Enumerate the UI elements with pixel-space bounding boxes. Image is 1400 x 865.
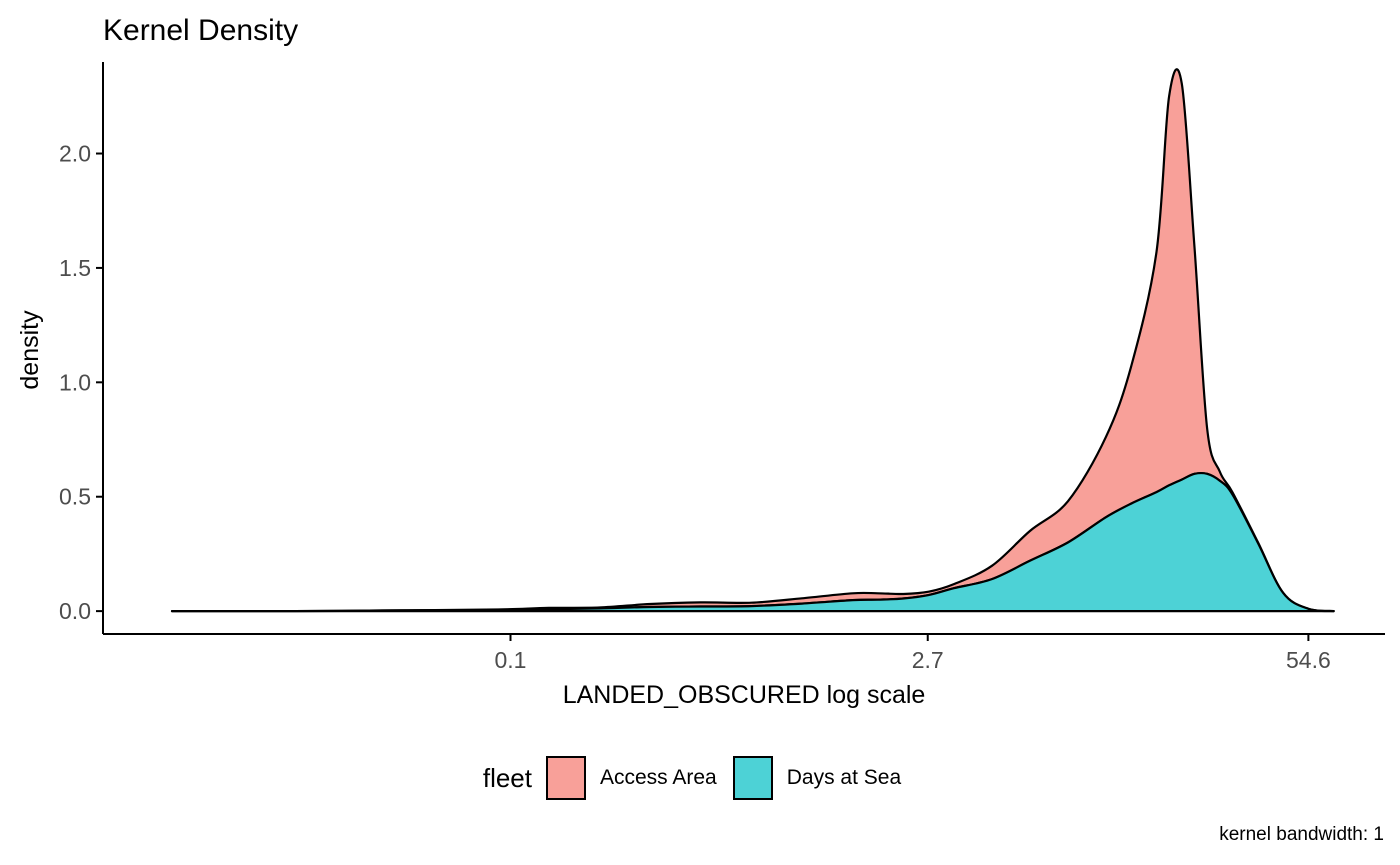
legend-key-days-at-sea xyxy=(732,756,773,800)
y-tick-label: 0.0 xyxy=(59,598,91,624)
legend-key-access-area xyxy=(546,756,586,800)
legend-label-days-at-sea: Days at Sea xyxy=(786,766,902,789)
y-tick-label: 1.5 xyxy=(59,255,91,281)
x-axis-title: LANDED_OBSCURED log scale xyxy=(563,681,926,709)
area-days-at-sea xyxy=(170,471,1335,613)
x-tick-label: 54.6 xyxy=(1286,647,1331,673)
chart-title: Kernel Density xyxy=(103,14,298,47)
y-tick-label: 2.0 xyxy=(59,141,91,167)
y-axis-title: density xyxy=(16,310,44,390)
chart-caption: kernel bandwidth: 1 xyxy=(1219,824,1384,845)
x-tick-label: 0.1 xyxy=(495,647,527,673)
x-tick-label: 2.7 xyxy=(912,647,944,673)
legend-label-access-area: Access Area xyxy=(600,766,717,789)
legend: fleet Access Area Days at Sea xyxy=(0,748,1400,808)
y-tick-label: 0.5 xyxy=(59,484,91,510)
legend-item-access-area: Access Area xyxy=(546,756,717,800)
y-tick-label: 1.0 xyxy=(59,369,91,395)
legend-item-days-at-sea: Days at Sea xyxy=(732,756,902,800)
legend-title: fleet xyxy=(482,762,532,793)
